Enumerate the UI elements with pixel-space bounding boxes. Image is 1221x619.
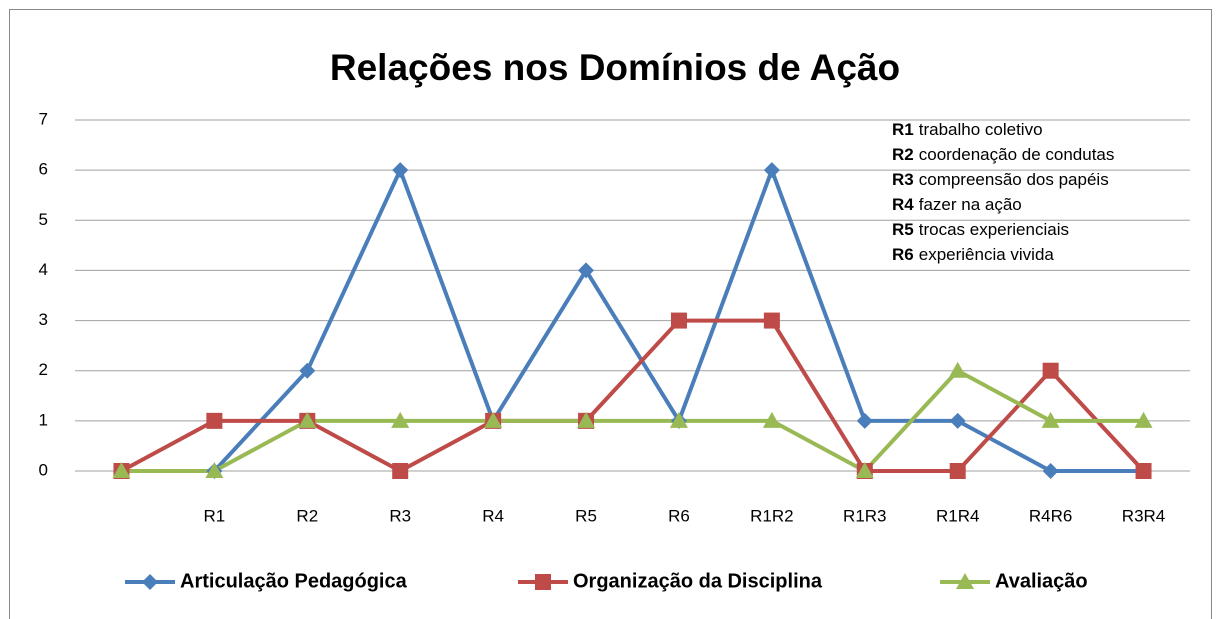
annotation-text: trocas experienciais xyxy=(919,220,1069,239)
annotation-code: R3 xyxy=(892,170,914,189)
x-tick-label: R1R3 xyxy=(843,506,886,525)
annotation: R5 trocas experienciais xyxy=(892,220,1069,239)
data-point xyxy=(1135,463,1152,479)
annotation-text: compreensão dos papéis xyxy=(919,170,1109,189)
data-point xyxy=(763,312,780,329)
x-tick-label: R1R4 xyxy=(936,506,979,525)
data-point xyxy=(856,412,873,429)
x-tick-label: R4R6 xyxy=(1029,506,1072,525)
series-line xyxy=(121,368,1144,473)
x-tick-label: R4 xyxy=(482,506,504,525)
data-point xyxy=(112,462,131,478)
data-point xyxy=(1042,362,1059,379)
annotation-text: fazer na ação xyxy=(919,195,1022,214)
y-tick-label: 3 xyxy=(39,310,48,329)
legend-marker xyxy=(956,573,974,589)
y-tick-label: 5 xyxy=(39,210,48,229)
data-point xyxy=(949,412,966,429)
y-tick-label: 6 xyxy=(39,160,48,179)
annotation-text: experiência vivida xyxy=(919,245,1055,264)
chart-frame xyxy=(9,9,1212,619)
y-tick-label: 2 xyxy=(39,360,48,379)
annotation: R1 trabalho coletivo xyxy=(892,120,1043,139)
data-point xyxy=(855,462,874,478)
annotation-code: R1 xyxy=(892,120,914,139)
data-point xyxy=(669,411,688,428)
annotation-text: trabalho coletivo xyxy=(919,120,1043,139)
annotation-code: R2 xyxy=(892,145,914,164)
x-tick-label: R1 xyxy=(204,506,226,525)
annotation-code: R4 xyxy=(892,195,914,214)
y-tick-label: 7 xyxy=(39,109,48,128)
x-tick-label: R6 xyxy=(668,506,690,525)
data-point xyxy=(298,411,317,428)
data-point xyxy=(670,312,687,329)
legend-label: Articulação Pedagógica xyxy=(180,570,408,592)
data-point xyxy=(206,412,223,429)
legend-marker xyxy=(535,574,551,590)
annotation: R3 compreensão dos papéis xyxy=(892,170,1109,189)
y-tick-label: 1 xyxy=(39,410,48,429)
data-point xyxy=(205,462,224,478)
annotation-code: R5 xyxy=(892,220,914,239)
data-point xyxy=(577,411,596,428)
annotation: R4 fazer na ação xyxy=(892,195,1022,214)
x-tick-label: R3 xyxy=(389,506,411,525)
data-point xyxy=(484,411,503,428)
data-point xyxy=(578,262,595,279)
x-tick-label: R2 xyxy=(296,506,318,525)
data-point xyxy=(762,411,781,428)
annotation-code: R6 xyxy=(892,245,914,264)
y-tick-label: 0 xyxy=(39,460,48,479)
data-point xyxy=(1042,463,1059,479)
x-tick-label: R1R2 xyxy=(750,506,793,525)
data-point xyxy=(763,162,780,179)
data-point xyxy=(299,362,316,379)
legend-label: Avaliação xyxy=(995,570,1088,592)
data-point xyxy=(1041,411,1060,428)
data-point xyxy=(391,411,410,428)
data-point xyxy=(392,162,409,179)
data-point xyxy=(1134,411,1153,428)
series-line xyxy=(120,318,1146,473)
annotation-text: coordenação de condutas xyxy=(919,145,1115,164)
data-point xyxy=(949,463,966,479)
data-point xyxy=(948,361,967,378)
annotation: R2 coordenação de condutas xyxy=(892,145,1114,164)
chart-title: Relações nos Domínios de Ação xyxy=(330,47,900,88)
series-line xyxy=(121,168,1144,473)
annotation: R6 experiência vivida xyxy=(892,245,1054,264)
data-point xyxy=(392,463,409,479)
legend-label: Organização da Disciplina xyxy=(573,570,823,592)
x-tick-label: R5 xyxy=(575,506,597,525)
legend-marker xyxy=(142,574,158,590)
x-tick-label: R3R4 xyxy=(1122,506,1165,525)
y-tick-label: 4 xyxy=(39,260,48,279)
